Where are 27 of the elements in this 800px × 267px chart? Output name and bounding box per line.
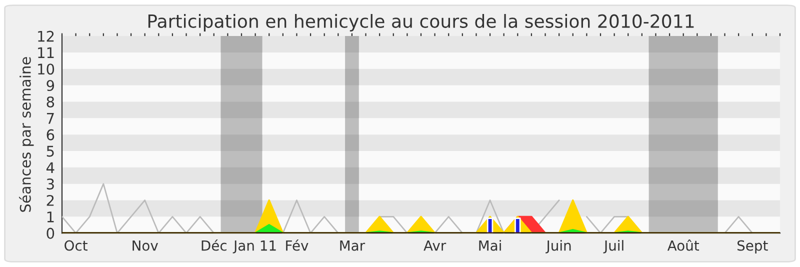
chart-title: Participation en hemicycle au cours de la session 2010-2011	[148, 14, 694, 32]
x-tick-label: Juin	[546, 240, 571, 254]
y-tick-label: 5	[46, 146, 54, 157]
x-tick-label: Sept	[737, 240, 768, 254]
x-tick-label: Déc	[202, 239, 226, 251]
y-axis-title: Séances par semaine	[19, 57, 34, 212]
y-tick-label: 12	[38, 30, 54, 42]
y-tick-label: 0	[46, 228, 54, 239]
x-tick-label: Mai	[479, 240, 501, 251]
y-tick-label: 3	[46, 178, 54, 190]
x-tick-label: Avr	[424, 240, 446, 251]
x-tick-label: Fév	[286, 239, 308, 251]
y-tick-label: 4	[46, 162, 54, 173]
x-tick-label: Juil	[603, 240, 624, 254]
x-tick-label: Nov	[132, 240, 158, 251]
y-tick-label: 11	[38, 47, 54, 58]
y-tick-label: 8	[46, 96, 54, 108]
y-tick-label: 9	[46, 80, 54, 92]
x-tick-label: Jan 11	[232, 240, 276, 254]
x-tick-label: Oct	[64, 240, 88, 251]
y-tick-label: 1	[47, 212, 54, 222]
y-tick-label: 2	[46, 194, 54, 206]
x-tick-label: Août	[667, 239, 700, 251]
y-tick-label: 7	[46, 113, 54, 124]
y-tick-label: 10	[38, 64, 54, 75]
x-tick-label: Mar	[340, 240, 366, 251]
y-tick-label: 6	[46, 129, 54, 140]
